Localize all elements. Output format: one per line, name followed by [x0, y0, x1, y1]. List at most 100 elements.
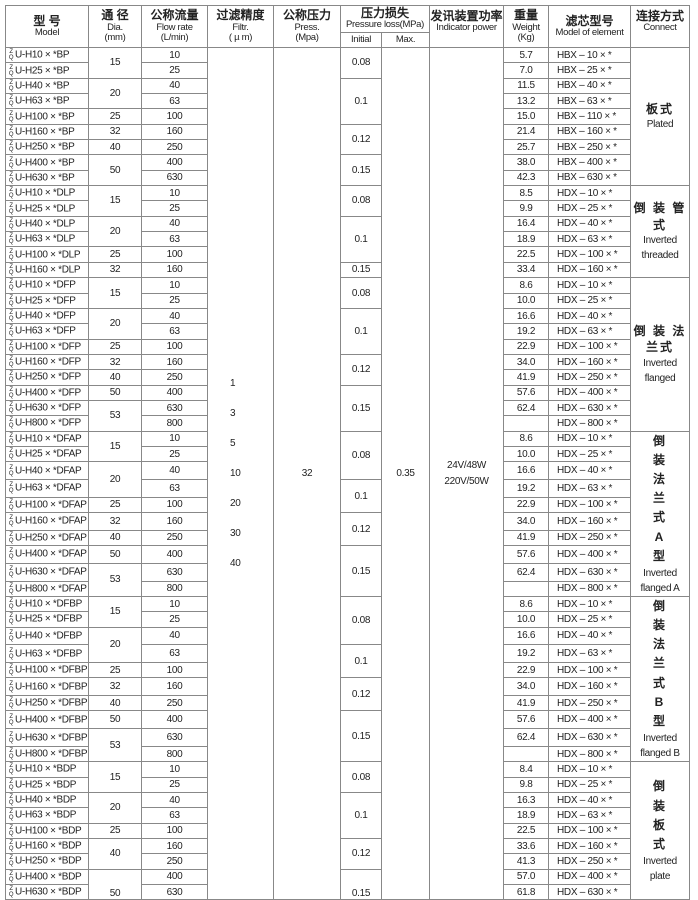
- connect-cell: 板式 Plated: [630, 46, 691, 187]
- model-cell: Z Q U-H160 × *DFP: [5, 353, 89, 371]
- dia-cell: 32: [88, 677, 142, 697]
- prefix-letter: Z: [9, 680, 13, 687]
- prefix-letter: Z: [9, 448, 13, 455]
- table-row: Z Q U-H100 × *DLP 25 100 22.5 HDX – 100 × *: [5, 246, 690, 263]
- connect-cell: 倒装法兰式A型 Inverted flanged A: [630, 430, 691, 597]
- element-cell: HDX – 160 × *: [548, 512, 632, 531]
- initial-loss-cell: 0.15: [340, 545, 382, 597]
- prefix-letter: Z: [9, 156, 13, 163]
- prefix-letter: Q: [8, 300, 14, 307]
- prefix-letter: Q: [8, 377, 14, 384]
- dia-cell: 40: [88, 695, 142, 712]
- model-name: U-H25 × *DFBP: [15, 614, 82, 626]
- model-cell: Z Q U-H25 × *DFP: [5, 292, 89, 309]
- dia-cell: 25: [88, 496, 142, 514]
- model-name: U-H630 × *DFBP: [15, 732, 88, 744]
- model-name: U-H63 × *BDP: [15, 810, 77, 822]
- prefix-letter: Z: [9, 647, 13, 654]
- dia-cell: 32: [88, 512, 142, 531]
- flow-cell: 400: [141, 710, 208, 730]
- flow-cell: 630: [141, 728, 208, 747]
- element-cell: HBX – 400 × *: [548, 154, 632, 171]
- weight-cell: 8.5: [503, 185, 550, 202]
- weight-cell: 42.3: [503, 169, 550, 187]
- prefix-letter: Q: [8, 754, 14, 761]
- table-row: Z Q U-H63 × *DFP 63 19.2 HDX – 63 × *: [5, 323, 690, 340]
- prefix-letter: Q: [8, 162, 14, 169]
- dia-cell: 20: [88, 77, 142, 110]
- table-row: Z Q U-H400 × *BDP 50 400 0.15 57.0 HDX – 400 × …: [5, 868, 690, 900]
- model-name: U-H10 × *BP: [15, 49, 70, 61]
- model-cell: Z Q U-H630 × *BDP: [5, 883, 89, 900]
- filtr-cell: 1 3 5 10 20 30 40: [207, 46, 274, 900]
- model-cell: Z Q U-H250 × *BP: [5, 139, 89, 156]
- table-row: Z Q U-H25 × *DFBP 25 10.0 HDX – 25 × *: [5, 611, 690, 628]
- indicator-cell: 24V/48W 220V/50W: [429, 46, 505, 900]
- model-cell: Z Q U-H400 × *DFP: [5, 384, 89, 401]
- header-flow: 公称流量 Flow rate (L/min): [141, 5, 208, 48]
- model-name: U-H630 × *BDP: [15, 886, 82, 898]
- model-cell: Z Q U-H630 × *DFAP: [5, 562, 89, 582]
- element-cell: HDX – 250 × *: [548, 369, 632, 386]
- table-row: Z Q U-H25 × *DFP 25 10.0 HDX – 25 × *: [5, 292, 690, 309]
- prefix-letter: Q: [8, 619, 14, 626]
- prefix-letter: Z: [9, 566, 13, 573]
- flow-cell: 160: [141, 677, 208, 697]
- prefix-letter: Q: [8, 177, 14, 184]
- header-pressure-loss: 压力损失 Pressure loss(MPa): [339, 5, 431, 33]
- flow-cell: 63: [141, 807, 208, 824]
- max-loss-cell: 0.35: [380, 46, 431, 900]
- dia-cell: 40: [88, 837, 142, 870]
- weight-cell: 9.9: [503, 200, 550, 217]
- weight-cell: [503, 415, 550, 432]
- model-name: U-H10 × *DFAP: [15, 433, 82, 445]
- prefix-letter: Z: [9, 340, 13, 347]
- model-cell: Z Q U-H800 × *DFAP: [5, 580, 89, 597]
- dia-cell: 32: [88, 261, 142, 279]
- table-row: Z Q U-H10 × *BDP 15 10 0.08 8.4 HDX – 10 × * 倒装板…: [5, 761, 691, 900]
- element-cell: HDX – 160 × *: [548, 837, 632, 855]
- table-row: Z Q U-H10 × *BP 15 10 1 3 5 10 20 30 40 32 0.08 0.35 24…: [5, 46, 691, 900]
- model-cell: Z Q U-H100 × *DFP: [5, 338, 89, 355]
- weight-cell: 19.2: [503, 323, 550, 340]
- model-cell: Z Q U-H100 × *DFBP: [5, 662, 89, 679]
- prefix-letter: Q: [8, 488, 14, 495]
- prefix-letter: Z: [9, 217, 13, 224]
- header-weight: 重量 Weight (Kg): [503, 5, 550, 48]
- connect-en: threaded: [641, 249, 679, 261]
- flow-cell: 250: [141, 529, 208, 547]
- prefix-letter: Z: [9, 64, 13, 71]
- weight-cell: 62.4: [503, 728, 550, 747]
- prefix-letter: Q: [8, 504, 14, 511]
- model-cell: Z Q U-H10 × *BDP: [5, 761, 89, 778]
- prefix-letter: Z: [9, 464, 13, 471]
- model-cell: Z Q U-H25 × *DFAP: [5, 445, 89, 463]
- prefix-letter: Z: [9, 598, 13, 605]
- prefix-letter: Z: [9, 748, 13, 755]
- element-cell: HDX – 63 × *: [548, 231, 632, 248]
- element-cell: HDX – 25 × *: [548, 611, 632, 628]
- model-name: U-H40 × *DFAP: [15, 465, 82, 477]
- prefix-letter: Q: [8, 670, 14, 677]
- element-cell: HBX – 110 × *: [548, 108, 632, 125]
- model-name: U-H400 × *BP: [15, 157, 75, 169]
- element-cell: HDX – 10 × *: [548, 761, 632, 778]
- model-cell: Z Q U-H250 × *DFAP: [5, 529, 89, 547]
- prefix-letter: Z: [9, 356, 13, 363]
- prefix-letter: Q: [8, 846, 14, 853]
- weight-cell: 13.2: [503, 93, 550, 110]
- prefix-letter: Q: [8, 572, 14, 579]
- flow-cell: 10: [141, 46, 208, 64]
- filtr-value: 20: [230, 497, 241, 509]
- weight-cell: 22.9: [503, 496, 550, 514]
- flow-cell: 250: [141, 369, 208, 386]
- prefix-letter: Z: [9, 125, 13, 132]
- initial-loss-cell: 0.12: [340, 123, 382, 156]
